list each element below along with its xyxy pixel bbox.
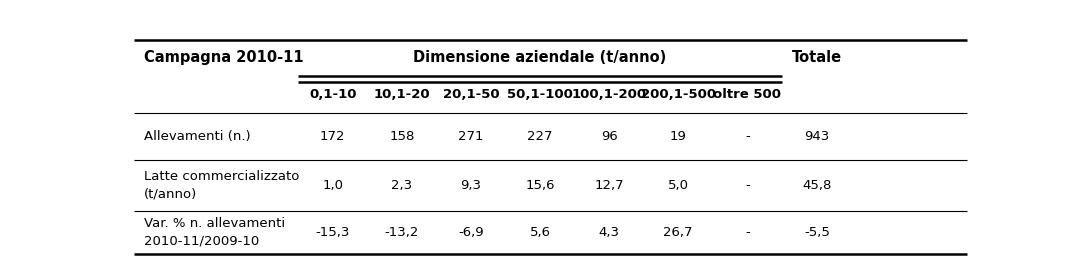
Text: 96: 96 — [600, 130, 618, 143]
Text: -: - — [745, 130, 750, 143]
Text: -5,5: -5,5 — [804, 226, 830, 239]
Text: 50,1-100: 50,1-100 — [507, 88, 572, 101]
Text: 45,8: 45,8 — [802, 179, 832, 192]
Text: Dimensione aziendale (t/anno): Dimensione aziendale (t/anno) — [413, 51, 667, 66]
Text: 20,1-50: 20,1-50 — [442, 88, 499, 101]
Text: 200,1-500: 200,1-500 — [640, 88, 715, 101]
Text: 943: 943 — [804, 130, 830, 143]
Text: Allevamenti (n.): Allevamenti (n.) — [144, 130, 251, 143]
Text: Latte commercializzato
(t/anno): Latte commercializzato (t/anno) — [144, 170, 300, 200]
Text: 5,6: 5,6 — [529, 226, 551, 239]
Text: 158: 158 — [389, 130, 415, 143]
Text: 227: 227 — [527, 130, 553, 143]
Text: Var. % n. allevamenti
2010-11/2009-10: Var. % n. allevamenti 2010-11/2009-10 — [144, 217, 286, 247]
Text: 1,0: 1,0 — [322, 179, 344, 192]
Text: 26,7: 26,7 — [664, 226, 693, 239]
Text: -: - — [745, 226, 750, 239]
Text: 15,6: 15,6 — [525, 179, 555, 192]
Text: 9,3: 9,3 — [461, 179, 481, 192]
Text: 12,7: 12,7 — [594, 179, 624, 192]
Text: Totale: Totale — [793, 51, 842, 66]
Text: oltre 500: oltre 500 — [713, 88, 781, 101]
Text: Campagna 2010-11: Campagna 2010-11 — [144, 51, 304, 66]
Text: 4,3: 4,3 — [598, 226, 620, 239]
Text: 100,1-200: 100,1-200 — [571, 88, 647, 101]
Text: 271: 271 — [459, 130, 483, 143]
Text: -6,9: -6,9 — [459, 226, 483, 239]
Text: 19: 19 — [670, 130, 686, 143]
Text: -13,2: -13,2 — [384, 226, 419, 239]
Text: 2,3: 2,3 — [391, 179, 412, 192]
Text: 5,0: 5,0 — [668, 179, 688, 192]
Text: 0,1-10: 0,1-10 — [309, 88, 357, 101]
Text: 10,1-20: 10,1-20 — [374, 88, 431, 101]
Text: -: - — [745, 179, 750, 192]
Text: 172: 172 — [320, 130, 346, 143]
Text: -15,3: -15,3 — [316, 226, 350, 239]
